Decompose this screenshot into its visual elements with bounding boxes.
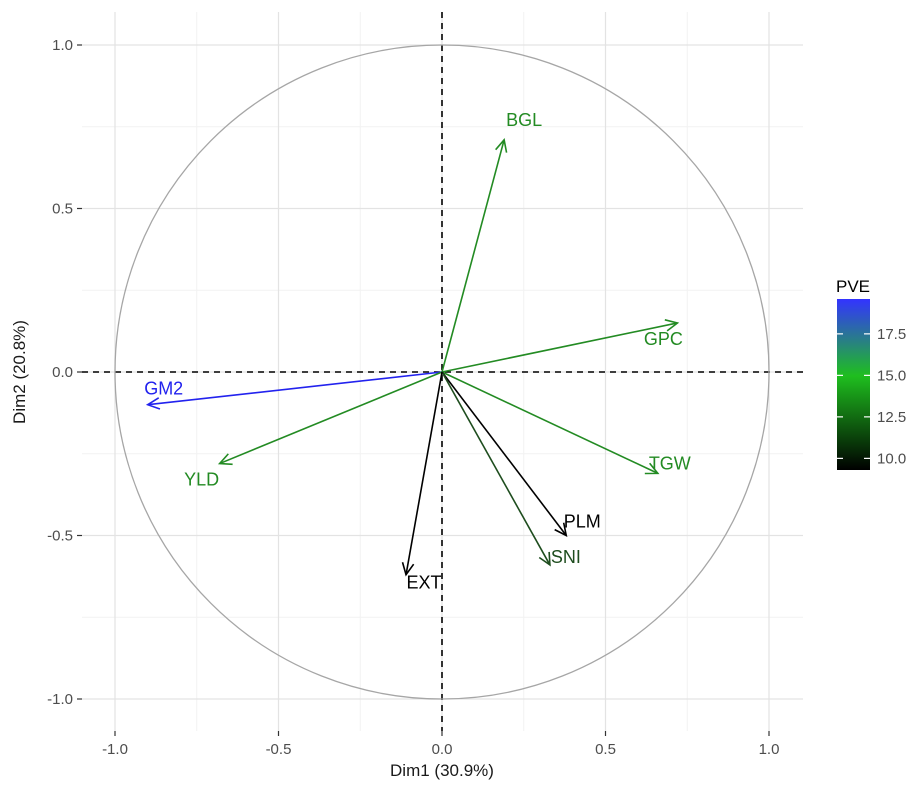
arrow-sni bbox=[441, 371, 551, 567]
arrow-ext bbox=[401, 371, 443, 577]
legend-tick-label: 17.5 bbox=[877, 326, 906, 343]
x-tick-label: -0.5 bbox=[266, 741, 292, 758]
arrow-shaft bbox=[441, 322, 678, 373]
variable-label-ext: EXT bbox=[407, 573, 442, 593]
variable-labels: BGL GPC GM2 YLD TGW PLM SNI EXT bbox=[144, 110, 691, 593]
arrow-tgw bbox=[441, 371, 660, 475]
arrow-yld bbox=[217, 371, 443, 466]
arrow-shaft bbox=[441, 371, 551, 566]
legend-tick-label: 12.5 bbox=[877, 409, 906, 426]
arrow-head bbox=[217, 453, 233, 466]
legend-title: PVE bbox=[836, 277, 870, 296]
variable-arrows bbox=[145, 138, 680, 577]
arrow-head bbox=[495, 138, 508, 153]
reference-lines bbox=[82, 12, 803, 731]
arrow-gm2 bbox=[145, 371, 443, 410]
arrow-gpc bbox=[441, 319, 680, 373]
arrow-head bbox=[401, 562, 415, 577]
arrow-shaft bbox=[405, 371, 443, 575]
x-axis-title: Dim1 (30.9%) bbox=[390, 761, 494, 780]
x-tick-label: 0.5 bbox=[595, 741, 616, 758]
x-axis-ticks: -1.0 -0.5 0.0 0.5 1.0 bbox=[102, 731, 779, 758]
x-tick-label: -1.0 bbox=[102, 741, 128, 758]
variable-label-bgl: BGL bbox=[506, 110, 542, 130]
y-tick-label: -1.0 bbox=[47, 691, 73, 708]
arrow-shaft bbox=[441, 371, 659, 475]
arrow-shaft bbox=[441, 139, 505, 373]
y-tick-label: 0.0 bbox=[52, 364, 73, 381]
y-axis-title: Dim2 (20.8%) bbox=[10, 320, 29, 424]
variable-label-yld: YLD bbox=[184, 470, 219, 490]
arrow-shaft bbox=[147, 371, 443, 406]
y-tick-label: 1.0 bbox=[52, 37, 73, 54]
arrow-shaft bbox=[441, 371, 567, 536]
arrow-plm bbox=[441, 371, 568, 537]
x-tick-label: 0.0 bbox=[432, 741, 453, 758]
arrow-head bbox=[538, 551, 551, 567]
legend: PVE 17.5 15.0 12.5 10.0 bbox=[836, 277, 906, 470]
unit-circle-layer bbox=[114, 44, 770, 700]
correlation-circle bbox=[114, 44, 770, 700]
arrow-head bbox=[145, 397, 161, 410]
legend-tick-label: 10.0 bbox=[877, 450, 906, 467]
y-axis-ticks: -1.0 -0.5 0.0 0.5 1.0 bbox=[47, 37, 82, 708]
variable-label-gm2: GM2 bbox=[144, 379, 183, 399]
arrow-shaft bbox=[219, 371, 443, 465]
arrow-head bbox=[554, 522, 568, 537]
legend-tick-label: 15.0 bbox=[877, 367, 906, 384]
y-tick-label: 0.5 bbox=[52, 201, 73, 218]
legend-color-bar bbox=[837, 299, 870, 470]
variable-label-gpc: GPC bbox=[644, 329, 683, 349]
variable-label-sni: SNI bbox=[551, 547, 581, 567]
variable-label-plm: PLM bbox=[564, 512, 601, 532]
arrow-head bbox=[664, 319, 680, 332]
variable-label-tgw: TGW bbox=[649, 453, 691, 473]
arrow-bgl bbox=[441, 138, 508, 373]
y-tick-label: -0.5 bbox=[47, 528, 73, 545]
x-tick-label: 1.0 bbox=[759, 741, 780, 758]
arrow-head bbox=[644, 462, 660, 475]
